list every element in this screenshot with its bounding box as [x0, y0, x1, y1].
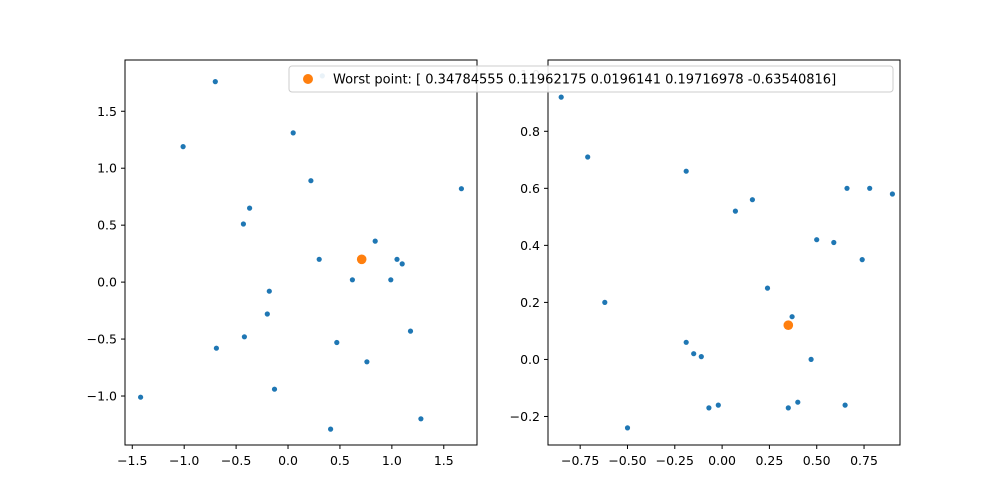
legend: Worst point: [ 0.34784555 0.11962175 0.0…	[288, 65, 894, 93]
right-worst-point-marker	[783, 320, 794, 331]
left-data-point-9	[316, 256, 322, 262]
left-data-point-13	[388, 277, 394, 283]
left-data-point-21	[271, 386, 278, 392]
right-data-point-9	[831, 239, 837, 246]
right-data-point-6	[867, 185, 873, 191]
left-data-point-2	[290, 130, 296, 136]
right-x-axis-ticks: −0.75 −0.50 −0.25 0.00 0.25 0.50 0.75	[561, 445, 878, 468]
left-data-point-22	[138, 394, 144, 400]
left-data-point-19	[213, 345, 219, 351]
left-x-tick-label: 1.5	[434, 453, 454, 468]
right-x-tick-label: −0.50	[608, 453, 646, 468]
left-y-tick-label: 1.5	[97, 104, 117, 119]
right-x-tick-label: 0.25	[755, 453, 783, 468]
right-data-point-2	[683, 168, 689, 174]
left-data-point-17	[241, 334, 247, 340]
right-data-point-3	[749, 197, 756, 203]
legend-box	[288, 65, 894, 93]
right-data-point-14	[683, 339, 689, 345]
right-data-point-13	[789, 314, 795, 320]
left-x-axis-ticks: −1.5 −1.0 −0.5 0.0 0.5 1.0 1.5	[117, 445, 454, 468]
left-data-point-14	[266, 288, 272, 294]
left-x-tick-label: −1.5	[117, 453, 147, 468]
left-x-tick-label: −0.5	[221, 453, 251, 468]
right-data-point-8	[814, 237, 820, 243]
right-data-point-16	[698, 354, 704, 360]
right-x-tick-label: 0.50	[803, 453, 831, 468]
left-scatter-panel: −1.5 −1.0 −0.5 0.0 0.5 1.0 1.5 −1.0 −0.5 0.0 0.5 1…	[87, 59, 478, 468]
right-plot-frame	[547, 59, 901, 446]
right-data-point-19	[706, 405, 712, 411]
right-x-tick-label: −0.25	[656, 453, 694, 468]
left-data-point-16	[407, 328, 414, 334]
legend-worst-point-marker	[303, 74, 313, 84]
left-y-tick-label: −1.0	[87, 389, 117, 404]
left-data-point-1	[180, 144, 186, 150]
left-y-tick-label: 0.0	[97, 275, 117, 290]
right-data-point-4	[732, 208, 739, 214]
right-data-point-10	[859, 257, 865, 263]
right-data-point-7	[889, 191, 896, 197]
right-data-point-22	[795, 399, 801, 405]
right-data-point-1	[585, 154, 591, 160]
right-y-tick-label: −0.2	[510, 409, 540, 424]
left-x-tick-label: 0.0	[278, 453, 298, 468]
right-data-point-15	[691, 351, 697, 357]
left-x-tick-label: −1.0	[169, 453, 199, 468]
left-data-point-10	[394, 256, 400, 262]
left-data-point-8	[372, 238, 378, 244]
right-y-tick-label: 0.4	[520, 238, 540, 253]
left-data-point-15	[264, 311, 270, 317]
right-y-tick-label: 0.2	[520, 295, 540, 310]
right-data-point-17	[808, 356, 814, 362]
left-data-point-18	[334, 339, 340, 346]
right-y-tick-label: 0.8	[520, 124, 540, 139]
legend-worst-point-label: Worst point: [ 0.34784555 0.11962175 0.0…	[333, 73, 836, 88]
left-scatter-points	[138, 73, 464, 432]
left-data-point-5	[458, 186, 464, 192]
right-data-point-11	[764, 285, 771, 291]
right-data-point-5	[844, 185, 850, 191]
right-data-point-12	[602, 299, 608, 305]
left-data-point-6	[247, 205, 253, 211]
left-y-axis-ticks: −1.0 −0.5 0.0 0.5 1.0 1.5	[87, 104, 125, 404]
left-data-point-23	[418, 416, 424, 422]
left-x-tick-label: 1.0	[382, 453, 402, 468]
right-y-tick-label: 0.0	[520, 352, 540, 367]
right-data-point-21	[785, 405, 791, 411]
right-x-tick-label: −0.75	[561, 453, 599, 468]
right-x-tick-label: 0.00	[708, 453, 736, 468]
left-plot-frame	[124, 59, 478, 446]
left-y-tick-label: 1.0	[97, 161, 117, 176]
left-x-tick-label: 0.5	[330, 453, 350, 468]
right-data-point-0	[558, 94, 564, 100]
left-y-tick-label: 0.5	[97, 218, 117, 233]
left-data-point-20	[364, 359, 370, 365]
right-data-point-18	[624, 425, 631, 431]
right-data-point-20	[715, 402, 721, 408]
right-x-tick-label: 0.75	[850, 453, 878, 468]
left-data-point-7	[240, 221, 246, 227]
right-data-point-23	[842, 402, 848, 408]
left-data-point-11	[399, 261, 405, 267]
left-worst-point-marker	[356, 254, 367, 265]
left-data-point-0	[212, 79, 218, 85]
left-data-point-24	[328, 426, 334, 432]
left-data-point-4	[308, 178, 314, 184]
left-data-point-12	[349, 277, 355, 283]
right-scatter-points	[558, 94, 896, 431]
right-y-tick-label: 0.6	[520, 181, 540, 196]
left-y-tick-label: −0.5	[87, 332, 117, 347]
